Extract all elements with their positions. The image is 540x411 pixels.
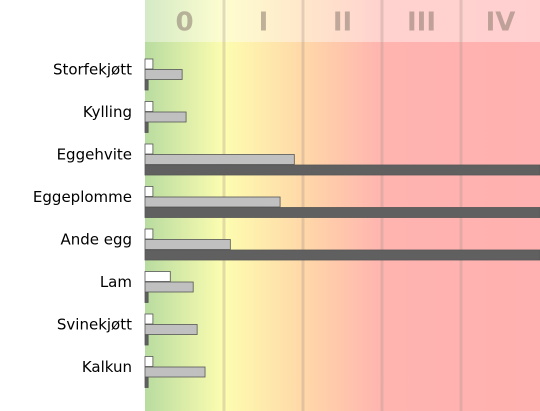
- category-label: Storfekjøtt: [53, 61, 132, 79]
- bar: [144, 164, 540, 176]
- bar: [144, 122, 149, 133]
- header-strip: [145, 0, 540, 42]
- bar: [144, 79, 149, 91]
- band-label: IV: [486, 8, 516, 38]
- bar: [144, 69, 183, 80]
- bar: [144, 111, 187, 123]
- bar: [144, 334, 149, 346]
- bar: [144, 366, 206, 378]
- bar: [144, 154, 295, 165]
- bar: [144, 196, 281, 208]
- bar: [144, 186, 154, 197]
- bar: [144, 239, 231, 250]
- bar: [144, 271, 171, 282]
- band-label: III: [407, 8, 436, 38]
- bar: [144, 101, 154, 112]
- bar: [144, 324, 198, 335]
- band-label: I: [259, 8, 269, 38]
- bar: [144, 228, 154, 240]
- bar: [144, 249, 540, 261]
- category-label: Lam: [100, 273, 132, 291]
- category-label: Eggehvite: [57, 146, 132, 164]
- bar: [144, 281, 194, 293]
- bar: [144, 58, 154, 70]
- category-label: Eggeplomme: [33, 188, 132, 206]
- category-label: Ande egg: [60, 231, 132, 249]
- category-label: Kylling: [83, 103, 132, 121]
- bar: [144, 377, 149, 388]
- bar: [144, 143, 154, 155]
- bar: [144, 356, 154, 367]
- category-label: Kalkun: [82, 358, 132, 376]
- bar: [144, 207, 540, 218]
- bar: [144, 292, 149, 303]
- category-label: Svinekjøtt: [57, 316, 132, 334]
- band-label: 0: [175, 8, 193, 38]
- bar: [144, 313, 154, 325]
- band-label: II: [333, 8, 352, 38]
